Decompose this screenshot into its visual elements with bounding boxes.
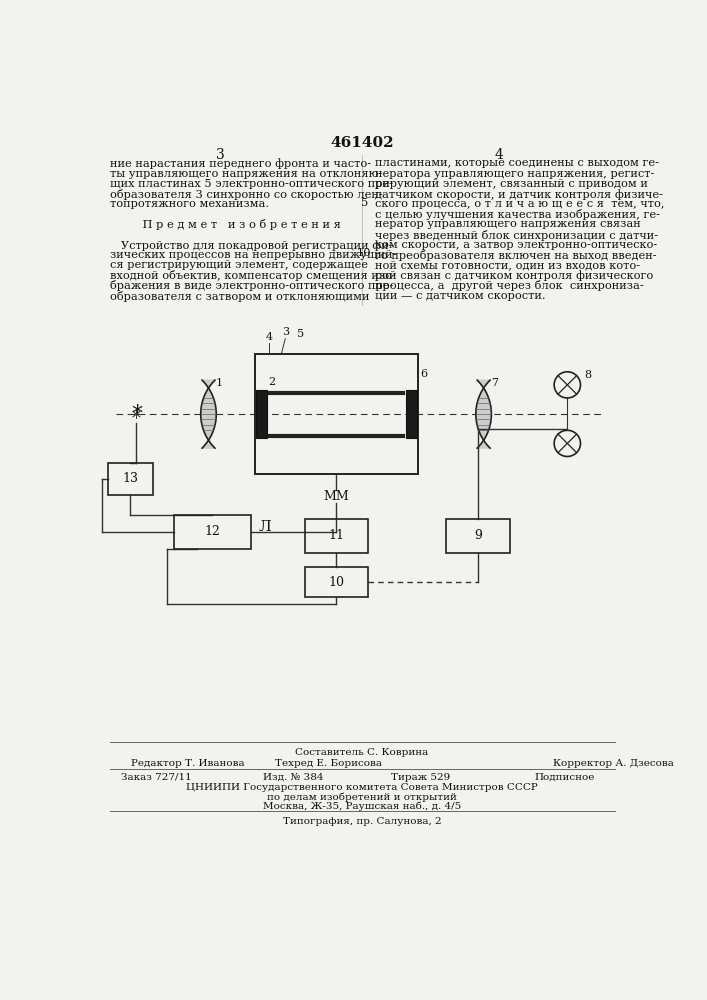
Text: Л: Л bbox=[259, 520, 271, 534]
Text: входной объектив, компенсатор смещения изо-: входной объектив, компенсатор смещения и… bbox=[110, 270, 396, 281]
Text: зических процессов на непрерывно движущий-: зических процессов на непрерывно движущи… bbox=[110, 250, 397, 260]
Text: 1: 1 bbox=[216, 378, 223, 388]
Text: 5: 5 bbox=[361, 198, 368, 208]
Text: ты управляющего напряжения на отклоняю-: ты управляющего напряжения на отклоняю- bbox=[110, 169, 382, 179]
Text: Устройство для покадровой регистрации фи-: Устройство для покадровой регистрации фи… bbox=[110, 240, 392, 251]
Text: бражения в виде электронно-оптического пре-: бражения в виде электронно-оптического п… bbox=[110, 280, 394, 291]
Text: по делам изобретений и открытий: по делам изобретений и открытий bbox=[267, 792, 457, 802]
Text: 10: 10 bbox=[328, 576, 344, 588]
Text: Москва, Ж-35, Раушская наб., д. 4/5: Москва, Ж-35, Раушская наб., д. 4/5 bbox=[263, 801, 461, 811]
Text: топротяжного механизма.: топротяжного механизма. bbox=[110, 199, 269, 209]
Text: П р е д м е т   и з о б р е т е н и я: П р е д м е т и з о б р е т е н и я bbox=[110, 219, 341, 230]
Text: ся регистрирующий элемент, содержащее: ся регистрирующий элемент, содержащее bbox=[110, 260, 368, 270]
Text: 4: 4 bbox=[265, 332, 272, 342]
Text: 10: 10 bbox=[357, 248, 371, 258]
Text: ком скорости, а затвор электронно-оптическо-: ком скорости, а затвор электронно-оптиче… bbox=[375, 240, 658, 250]
Text: 13: 13 bbox=[122, 472, 139, 485]
Text: 12: 12 bbox=[204, 525, 221, 538]
Text: 3: 3 bbox=[216, 148, 225, 162]
Text: пластинами, которые соединены с выходом ге-: пластинами, которые соединены с выходом … bbox=[375, 158, 659, 168]
Text: ММ: ММ bbox=[324, 490, 349, 503]
Text: *: * bbox=[131, 404, 142, 424]
Text: Типография, пр. Салунова, 2: Типография, пр. Салунова, 2 bbox=[283, 817, 441, 826]
Text: 5: 5 bbox=[297, 329, 304, 339]
Bar bbox=[107, 463, 153, 495]
Text: ции — с датчиком скорости.: ции — с датчиком скорости. bbox=[375, 291, 546, 301]
Text: Заказ 727/11: Заказ 727/11 bbox=[121, 773, 192, 782]
Bar bbox=[256, 390, 267, 438]
Text: ского процесса, о т л и ч а ю щ е е с я  тем, что,: ского процесса, о т л и ч а ю щ е е с я … bbox=[375, 199, 665, 209]
Text: го преобразователя включен на выход введен-: го преобразователя включен на выход введ… bbox=[375, 250, 657, 261]
Text: 8: 8 bbox=[585, 370, 592, 380]
Bar bbox=[446, 519, 510, 553]
Bar bbox=[305, 519, 368, 553]
Polygon shape bbox=[201, 380, 216, 448]
Text: с целью улучшения качества изображения, ге-: с целью улучшения качества изображения, … bbox=[375, 209, 660, 220]
Text: нератор управляющего напряжения связан: нератор управляющего напряжения связан bbox=[375, 219, 641, 229]
Text: 11: 11 bbox=[328, 529, 344, 542]
Text: Корректор А. Дзесова: Корректор А. Дзесова bbox=[554, 759, 674, 768]
Text: 9: 9 bbox=[474, 529, 482, 542]
Bar bbox=[174, 515, 251, 549]
Text: 2: 2 bbox=[268, 377, 275, 387]
Text: рирующий элемент, связанный с приводом и: рирующий элемент, связанный с приводом и bbox=[375, 179, 648, 189]
Text: образователя 3 синхронно со скоростью лен-: образователя 3 синхронно со скоростью ле… bbox=[110, 189, 382, 200]
Text: Изд. № 384: Изд. № 384 bbox=[263, 773, 323, 782]
Text: ние нарастания переднего фронта и часто-: ние нарастания переднего фронта и часто- bbox=[110, 158, 371, 169]
Text: рой связан с датчиком контроля физического: рой связан с датчиком контроля физическо… bbox=[375, 270, 653, 281]
Text: ной схемы готовности, один из входов кото-: ной схемы готовности, один из входов кот… bbox=[375, 260, 641, 270]
Text: ЦНИИПИ Государственного комитета Совета Министров СССР: ЦНИИПИ Государственного комитета Совета … bbox=[186, 783, 538, 792]
Polygon shape bbox=[476, 380, 491, 448]
Text: 7: 7 bbox=[491, 378, 498, 388]
Bar bbox=[406, 390, 417, 438]
Text: 4: 4 bbox=[495, 148, 503, 162]
Text: нератора управляющего напряжения, регист-: нератора управляющего напряжения, регист… bbox=[375, 169, 655, 179]
Text: Техред Е. Борисова: Техред Е. Борисова bbox=[275, 759, 382, 768]
Text: Подписное: Подписное bbox=[534, 773, 595, 782]
Bar bbox=[305, 567, 368, 597]
Text: 3: 3 bbox=[281, 327, 288, 337]
Text: через введенный блок синхронизации с датчи-: через введенный блок синхронизации с дат… bbox=[375, 230, 658, 241]
Text: процесса, а  другой через блок  синхрониза-: процесса, а другой через блок синхрониза… bbox=[375, 280, 644, 291]
Text: датчиком скорости, и датчик контроля физиче-: датчиком скорости, и датчик контроля физ… bbox=[375, 189, 663, 200]
Text: Составитель С. Коврина: Составитель С. Коврина bbox=[296, 748, 428, 757]
Bar bbox=[255, 354, 418, 474]
Text: образователя с затвором и отклоняющими: образователя с затвором и отклоняющими bbox=[110, 291, 370, 302]
Text: щих пластинах 5 электронно-оптического пре-: щих пластинах 5 электронно-оптического п… bbox=[110, 179, 393, 189]
Text: Редактор Т. Иванова: Редактор Т. Иванова bbox=[131, 759, 245, 768]
Text: 461402: 461402 bbox=[330, 136, 394, 150]
Text: Тираж 529: Тираж 529 bbox=[391, 773, 450, 782]
Text: 6: 6 bbox=[420, 369, 427, 379]
